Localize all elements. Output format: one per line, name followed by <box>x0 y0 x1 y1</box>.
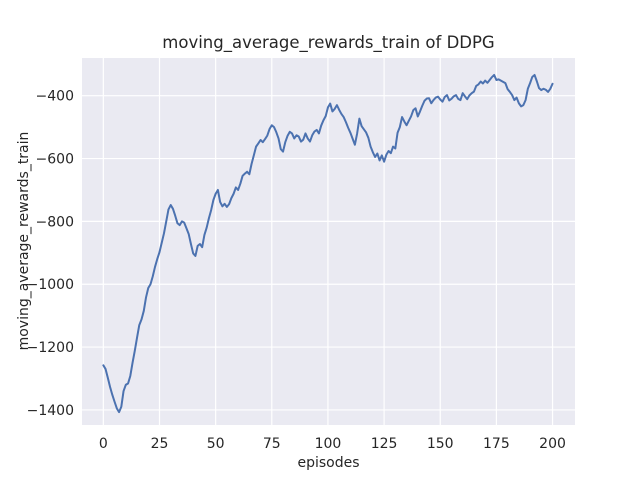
x-tick-label: 100 <box>315 436 342 452</box>
x-tick-label: 175 <box>483 436 510 452</box>
data-series-line <box>102 73 554 414</box>
y-tick-label: −1000 <box>27 277 74 293</box>
x-axis-label: episodes <box>297 455 360 471</box>
y-tick-label: −1200 <box>27 340 74 356</box>
y-tick-label: −400 <box>36 89 74 105</box>
y-tick-label: −600 <box>36 152 74 168</box>
chart-title: moving_average_rewards_train of DDPG <box>162 33 495 52</box>
x-tick-label: 25 <box>151 436 169 452</box>
x-tick-label: 75 <box>263 436 281 452</box>
x-tick-label: 125 <box>371 436 398 452</box>
y-tick-label: −1400 <box>27 403 74 419</box>
x-tick-label: 50 <box>207 436 225 452</box>
x-tick-label: 150 <box>427 436 454 452</box>
x-tick-label: 200 <box>539 436 566 452</box>
y-tick-label: −800 <box>36 214 74 230</box>
y-axis-label: moving_average_rewards_train <box>16 131 32 351</box>
x-tick-label: 0 <box>99 436 108 452</box>
